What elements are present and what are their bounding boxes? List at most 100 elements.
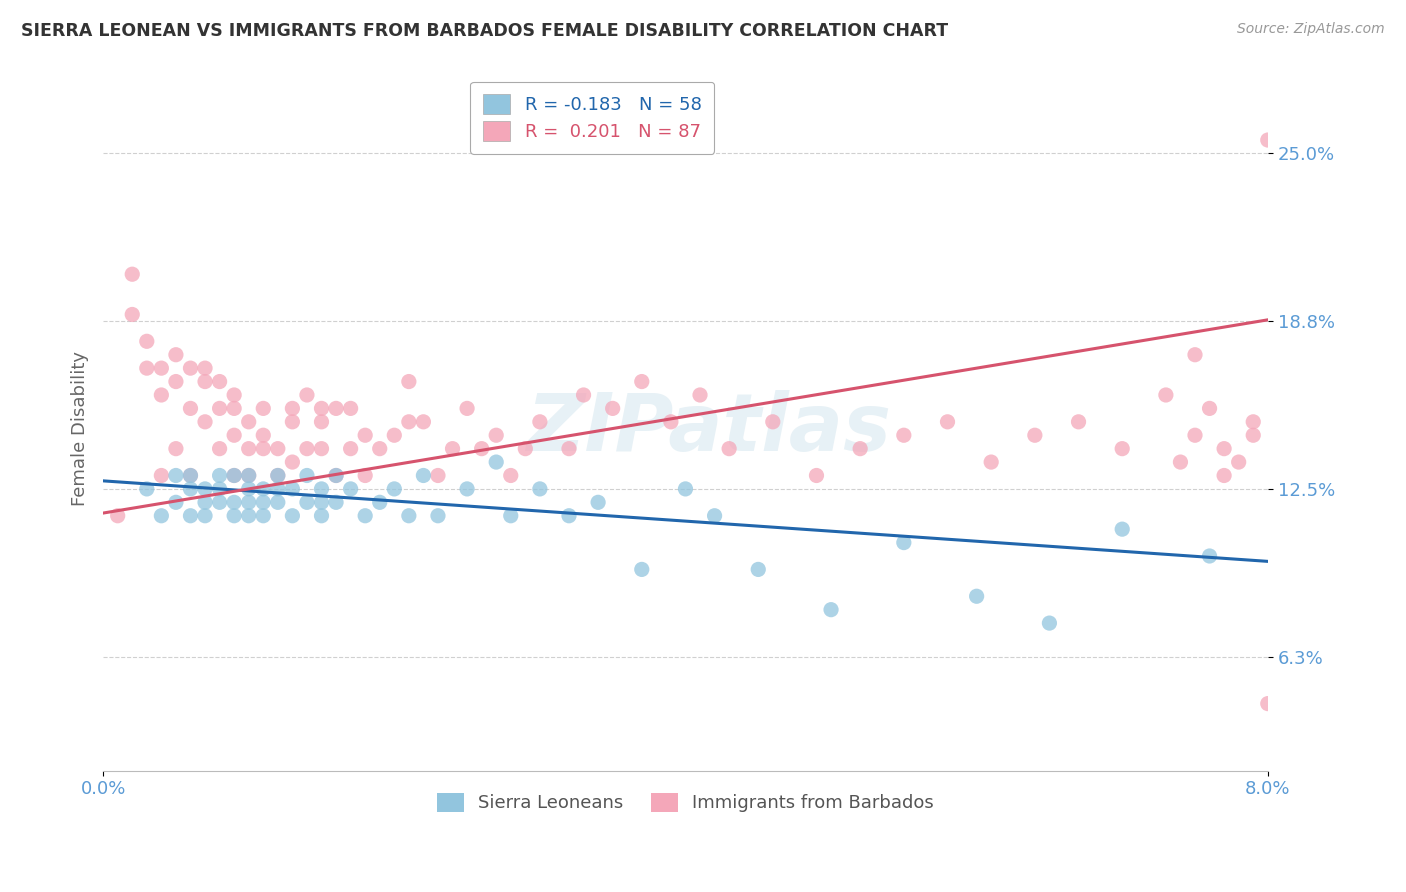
Point (441, 442, 464, 456)
Point (252, 482, 274, 496)
Point (194, 508, 217, 523)
Point (281, 455, 304, 469)
Point (893, 428, 915, 442)
Point (179, 482, 201, 496)
Point (238, 442, 260, 456)
Point (179, 361, 201, 376)
Text: Source: ZipAtlas.com: Source: ZipAtlas.com (1237, 22, 1385, 37)
Point (224, 468, 246, 483)
Point (311, 482, 333, 496)
Point (1170, 455, 1192, 469)
Point (966, 589, 988, 603)
Point (179, 468, 201, 483)
Point (252, 508, 274, 523)
Point (238, 482, 260, 496)
Point (354, 428, 377, 442)
Text: SIERRA LEONEAN VS IMMIGRANTS FROM BARBADOS FEMALE DISABILITY CORRELATION CHART: SIERRA LEONEAN VS IMMIGRANTS FROM BARBAD… (21, 22, 948, 40)
Point (165, 375, 187, 389)
Point (368, 442, 391, 456)
Point (586, 495, 609, 509)
Point (194, 482, 217, 496)
Point (762, 415, 785, 429)
Point (224, 468, 246, 483)
Point (165, 495, 187, 509)
Point (747, 562, 769, 576)
Point (238, 415, 260, 429)
Point (281, 415, 304, 429)
Point (208, 375, 231, 389)
Point (311, 495, 333, 509)
Point (325, 495, 347, 509)
Point (412, 415, 434, 429)
Point (1241, 415, 1264, 429)
Point (267, 442, 290, 456)
Text: ZIPatlas: ZIPatlas (526, 390, 891, 467)
Point (1024, 428, 1046, 442)
Point (224, 508, 246, 523)
Point (456, 401, 478, 416)
Point (224, 495, 246, 509)
Point (1213, 468, 1236, 483)
Point (208, 401, 231, 416)
Point (426, 508, 449, 523)
Point (238, 508, 260, 523)
Point (325, 468, 347, 483)
Point (1111, 442, 1133, 456)
Point (311, 442, 333, 456)
Point (398, 508, 420, 523)
Point (354, 508, 377, 523)
Point (150, 388, 173, 402)
Point (485, 455, 508, 469)
Point (238, 468, 260, 483)
Point (267, 495, 290, 509)
Point (485, 428, 508, 442)
Point (1038, 616, 1060, 631)
Point (224, 401, 246, 416)
Legend: Sierra Leoneans, Immigrants from Barbados: Sierra Leoneans, Immigrants from Barbado… (426, 781, 945, 823)
Point (1184, 428, 1206, 442)
Point (703, 508, 725, 523)
Point (529, 482, 551, 496)
Point (339, 482, 361, 496)
Point (675, 482, 697, 496)
Point (1067, 415, 1090, 429)
Point (194, 495, 217, 509)
Point (135, 482, 157, 496)
Point (121, 267, 143, 281)
Point (558, 508, 581, 523)
Point (849, 442, 872, 456)
Point (339, 401, 361, 416)
Point (267, 482, 290, 496)
Point (456, 482, 478, 496)
Point (267, 468, 290, 483)
Point (936, 415, 959, 429)
Point (150, 361, 173, 376)
Point (311, 401, 333, 416)
Point (224, 428, 246, 442)
Point (281, 482, 304, 496)
Point (398, 375, 420, 389)
Point (179, 401, 201, 416)
Point (558, 442, 581, 456)
Point (630, 375, 652, 389)
Point (382, 428, 405, 442)
Point (252, 401, 274, 416)
Point (499, 508, 522, 523)
Point (150, 508, 173, 523)
Point (295, 468, 318, 483)
Point (1111, 522, 1133, 536)
Point (252, 428, 274, 442)
Point (135, 334, 157, 349)
Point (1198, 549, 1220, 563)
Point (252, 442, 274, 456)
Point (281, 508, 304, 523)
Point (1154, 388, 1177, 402)
Point (194, 375, 217, 389)
Point (165, 348, 187, 362)
Point (267, 468, 290, 483)
Point (659, 415, 682, 429)
Point (1241, 428, 1264, 442)
Point (499, 468, 522, 483)
Point (806, 468, 828, 483)
Point (382, 482, 405, 496)
